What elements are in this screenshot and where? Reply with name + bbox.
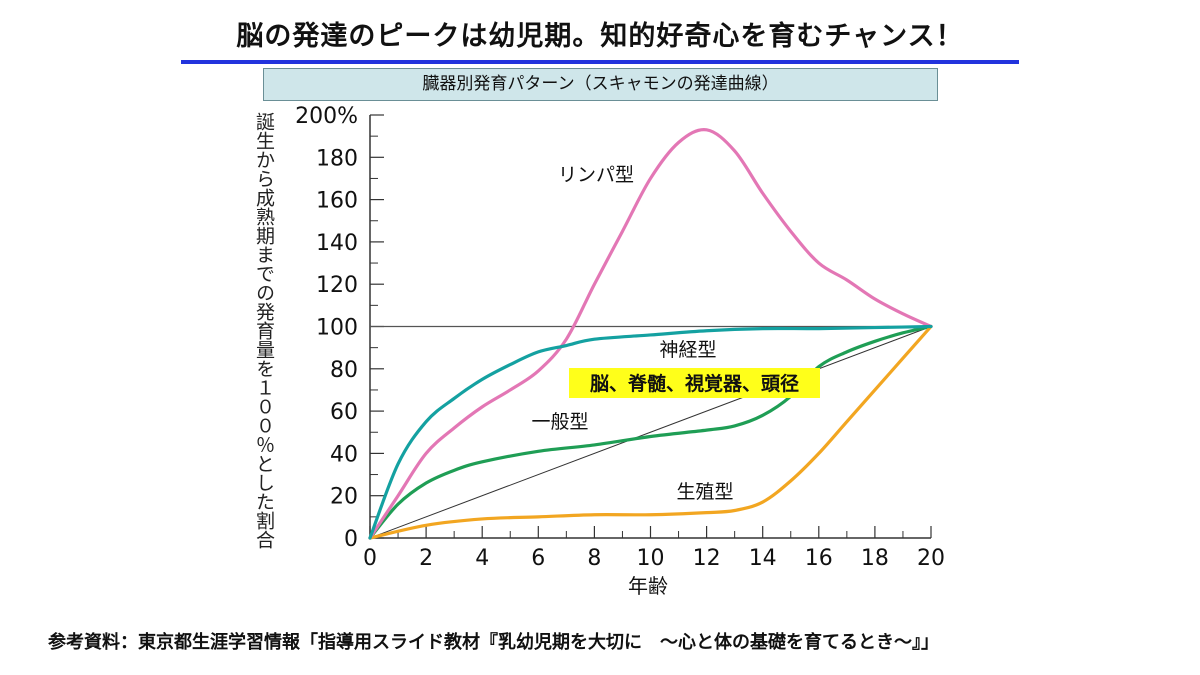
x-axis-label: 年齢 xyxy=(628,574,668,598)
neural-note-text: 脳、脊髄、視覚器、頭径 xyxy=(589,372,799,395)
source-footer: 参考資料：東京都生涯学習情報「指導用スライド教材『乳幼児期を大切に ～心と体の基… xyxy=(48,632,939,653)
y-tick-label: 160 xyxy=(316,189,358,214)
x-tick-label: 12 xyxy=(693,546,721,571)
y-axis-label: 誕生から成熟期までの発育量を１００％とした割合 xyxy=(253,112,275,549)
x-tick-label: 0 xyxy=(363,546,377,571)
axes: 0 20 40 60 80 100 120 140 160 180 200% 0 2 4 6 8 10 12 14 1… xyxy=(295,104,945,571)
series-label-1: 神経型 xyxy=(659,339,716,361)
x-tick-label: 2 xyxy=(419,546,433,571)
neural-note-highlight xyxy=(569,368,820,398)
y-tick-label: 120 xyxy=(316,273,358,298)
y-tick-label: 60 xyxy=(330,400,358,425)
slide-title: 脳の発達のピークは幼児期。知的好奇心を育むチャンス！ xyxy=(236,21,964,52)
x-tick-label: 16 xyxy=(805,546,833,571)
x-tick-label: 20 xyxy=(917,546,945,571)
y-tick-label: 140 xyxy=(316,231,358,256)
chart-title: 臓器別発育パターン（スキャモンの発達曲線） xyxy=(263,68,938,101)
x-tick-label: 8 xyxy=(587,546,601,571)
y-tick-label: 180 xyxy=(316,146,358,171)
series-line-0 xyxy=(368,128,933,540)
series-line-2 xyxy=(368,324,933,540)
reference-lines xyxy=(369,325,932,539)
x-tick-label: 10 xyxy=(637,546,665,571)
series-label-0: リンパ型 xyxy=(558,164,634,186)
y-tick-label: 40 xyxy=(330,442,358,467)
series-label-2: 一般型 xyxy=(531,411,588,433)
y-tick-label: 100 xyxy=(316,316,358,341)
x-tick-label: 14 xyxy=(749,546,777,571)
series-line-3 xyxy=(368,324,933,540)
x-tick-label: 18 xyxy=(861,546,889,571)
series-layer xyxy=(368,128,933,540)
y-tick-label: 80 xyxy=(330,358,358,383)
x-tick-label: 4 xyxy=(475,546,489,571)
y-tick-label: 20 xyxy=(330,485,358,510)
diagonal-reference-line xyxy=(369,326,932,539)
y-tick-label: 0 xyxy=(344,527,358,552)
x-tick-label: 6 xyxy=(531,546,545,571)
title-underline xyxy=(181,60,1019,64)
series-line-1 xyxy=(368,324,933,540)
series-label-3: 生殖型 xyxy=(676,481,733,503)
y-tick-label: 200% xyxy=(295,104,358,129)
